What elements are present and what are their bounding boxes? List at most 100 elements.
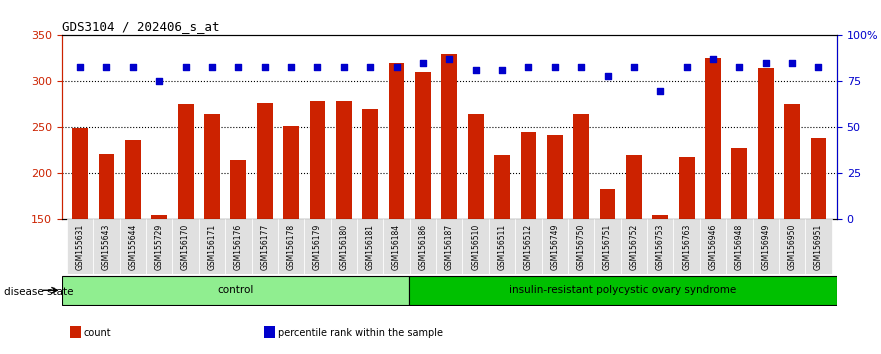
Text: GSM155644: GSM155644 xyxy=(129,224,137,270)
Text: GSM156171: GSM156171 xyxy=(208,224,217,270)
Text: GSM156512: GSM156512 xyxy=(524,224,533,270)
FancyBboxPatch shape xyxy=(515,219,542,274)
FancyBboxPatch shape xyxy=(700,219,726,274)
Bar xyxy=(441,54,457,354)
Text: GSM155643: GSM155643 xyxy=(102,224,111,270)
FancyBboxPatch shape xyxy=(383,219,410,274)
Text: GSM156180: GSM156180 xyxy=(339,224,348,270)
Bar xyxy=(678,157,694,354)
Bar xyxy=(494,155,510,354)
Point xyxy=(785,60,799,66)
FancyBboxPatch shape xyxy=(330,219,357,274)
Text: GSM156510: GSM156510 xyxy=(471,224,480,270)
Bar xyxy=(231,160,247,354)
Bar xyxy=(62,276,409,304)
FancyBboxPatch shape xyxy=(199,219,226,274)
Bar xyxy=(521,132,537,354)
Bar xyxy=(256,103,272,354)
Point xyxy=(548,64,562,69)
Bar xyxy=(309,101,325,354)
FancyBboxPatch shape xyxy=(726,219,752,274)
Text: percentile rank within the sample: percentile rank within the sample xyxy=(278,328,442,338)
FancyBboxPatch shape xyxy=(489,219,515,274)
FancyBboxPatch shape xyxy=(647,219,673,274)
Point xyxy=(442,57,456,62)
FancyBboxPatch shape xyxy=(304,219,330,274)
Bar xyxy=(415,72,431,354)
Text: GSM156752: GSM156752 xyxy=(629,224,639,270)
Text: GSM155729: GSM155729 xyxy=(155,224,164,270)
FancyBboxPatch shape xyxy=(357,219,383,274)
Text: GSM156948: GSM156948 xyxy=(735,224,744,270)
Text: GSM156949: GSM156949 xyxy=(761,224,770,270)
Point xyxy=(522,64,536,69)
Bar xyxy=(178,104,194,354)
Point xyxy=(73,64,87,69)
FancyBboxPatch shape xyxy=(278,219,304,274)
Text: disease state: disease state xyxy=(4,287,74,297)
Text: GSM156751: GSM156751 xyxy=(603,224,612,270)
Bar xyxy=(204,114,220,354)
Bar xyxy=(547,135,563,354)
FancyBboxPatch shape xyxy=(542,219,568,274)
Text: GSM156951: GSM156951 xyxy=(814,224,823,270)
Bar xyxy=(784,104,800,354)
FancyBboxPatch shape xyxy=(673,219,700,274)
Point xyxy=(574,64,589,69)
FancyBboxPatch shape xyxy=(779,219,805,274)
Text: GSM156170: GSM156170 xyxy=(181,224,190,270)
Bar xyxy=(409,276,837,304)
FancyBboxPatch shape xyxy=(436,219,463,274)
Bar xyxy=(362,109,378,354)
Point xyxy=(627,64,641,69)
Text: GDS3104 / 202406_s_at: GDS3104 / 202406_s_at xyxy=(62,20,219,33)
Point xyxy=(732,64,746,69)
Bar xyxy=(626,155,642,354)
Text: GSM155631: GSM155631 xyxy=(76,224,85,270)
Point xyxy=(126,64,140,69)
Text: GSM156178: GSM156178 xyxy=(286,224,296,270)
Bar xyxy=(600,189,616,354)
FancyBboxPatch shape xyxy=(173,219,199,274)
Bar xyxy=(574,114,589,354)
Point xyxy=(416,60,430,66)
Bar xyxy=(705,58,721,354)
Text: GSM156749: GSM156749 xyxy=(551,224,559,270)
Point xyxy=(706,57,720,62)
Text: insulin-resistant polycystic ovary syndrome: insulin-resistant polycystic ovary syndr… xyxy=(509,285,737,295)
FancyBboxPatch shape xyxy=(93,219,120,274)
Text: GSM156177: GSM156177 xyxy=(260,224,270,270)
Point xyxy=(653,88,667,93)
Point xyxy=(284,64,298,69)
FancyBboxPatch shape xyxy=(252,219,278,274)
Bar xyxy=(72,129,88,354)
Point xyxy=(363,64,377,69)
FancyBboxPatch shape xyxy=(67,219,93,274)
Point xyxy=(601,73,615,79)
Text: GSM156753: GSM156753 xyxy=(655,224,665,270)
Point xyxy=(232,64,246,69)
Point xyxy=(257,64,271,69)
Bar xyxy=(389,63,404,354)
Text: GSM156181: GSM156181 xyxy=(366,224,374,270)
FancyBboxPatch shape xyxy=(120,219,146,274)
Bar xyxy=(811,138,826,354)
FancyBboxPatch shape xyxy=(621,219,647,274)
Text: control: control xyxy=(218,285,254,295)
Bar xyxy=(283,126,299,354)
FancyBboxPatch shape xyxy=(805,219,832,274)
Bar xyxy=(99,154,115,354)
Point xyxy=(469,68,483,73)
FancyBboxPatch shape xyxy=(226,219,252,274)
Text: GSM156946: GSM156946 xyxy=(708,224,717,270)
FancyBboxPatch shape xyxy=(146,219,173,274)
Point xyxy=(152,79,167,84)
Text: GSM156186: GSM156186 xyxy=(418,224,427,270)
Point xyxy=(759,60,773,66)
Text: GSM156179: GSM156179 xyxy=(313,224,322,270)
FancyBboxPatch shape xyxy=(568,219,595,274)
FancyBboxPatch shape xyxy=(463,219,489,274)
Point xyxy=(495,68,509,73)
Point xyxy=(337,64,351,69)
Bar xyxy=(336,101,352,354)
